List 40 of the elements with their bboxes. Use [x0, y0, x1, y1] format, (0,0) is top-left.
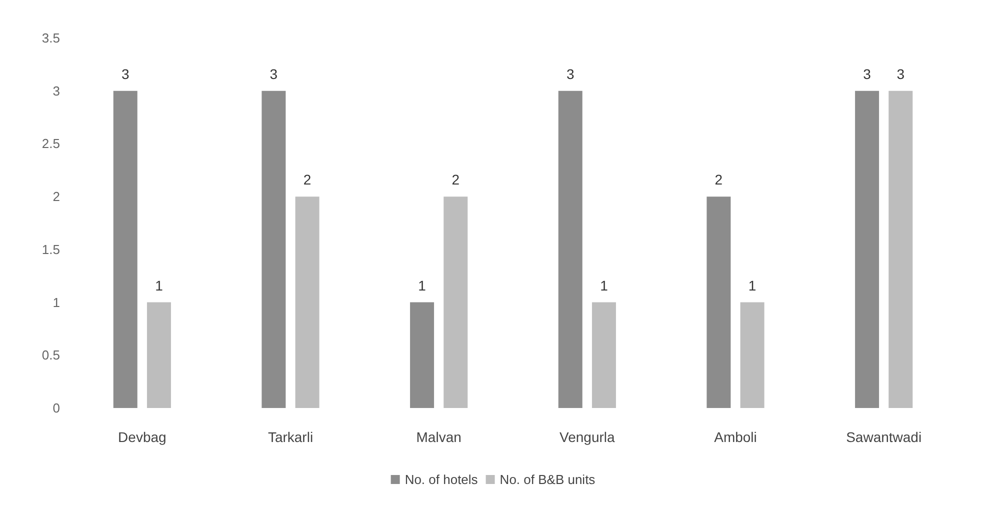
bar [410, 302, 434, 408]
x-tick-label: Devbag [118, 429, 166, 445]
data-label: 2 [452, 172, 460, 188]
bar [855, 90, 880, 408]
x-tick-label: Tarkarli [268, 429, 314, 445]
legend-label: No. of hotels [404, 472, 478, 487]
bar [444, 196, 468, 408]
x-tick-label: Malvan [416, 429, 462, 445]
bar [740, 302, 764, 408]
data-label: 1 [748, 277, 756, 294]
data-label: 2 [303, 172, 312, 188]
bar [706, 196, 731, 408]
bar [146, 302, 171, 408]
data-label: 2 [714, 172, 723, 188]
y-tick-label: 0.5 [42, 348, 60, 363]
data-label: 1 [600, 277, 608, 294]
bar [558, 90, 582, 408]
data-label: 3 [566, 66, 574, 82]
data-label: 3 [270, 66, 278, 82]
bar [888, 90, 913, 408]
x-tick-label: Amboli [714, 429, 757, 445]
y-tick-label: 1.5 [42, 242, 60, 257]
bar [592, 302, 616, 408]
data-label: 3 [863, 66, 872, 82]
bar [295, 196, 320, 408]
bar [113, 90, 138, 408]
y-tick-label: 2 [52, 189, 60, 204]
data-label: 3 [121, 66, 130, 82]
y-tick-label: 0 [52, 400, 60, 416]
y-tick-label: 1 [52, 294, 60, 310]
x-tick-label: Vengurla [560, 429, 616, 445]
bar [262, 90, 286, 408]
data-label: 1 [155, 277, 164, 294]
x-tick-label: Sawantwadi [846, 429, 922, 445]
legend-label: No. of B&B units [500, 472, 596, 487]
data-label: 1 [418, 277, 426, 294]
y-tick-label: 2.5 [42, 136, 60, 152]
y-tick-label: 3.5 [42, 30, 60, 46]
y-tick-label: 3 [52, 83, 60, 98]
data-label: 3 [896, 66, 905, 82]
